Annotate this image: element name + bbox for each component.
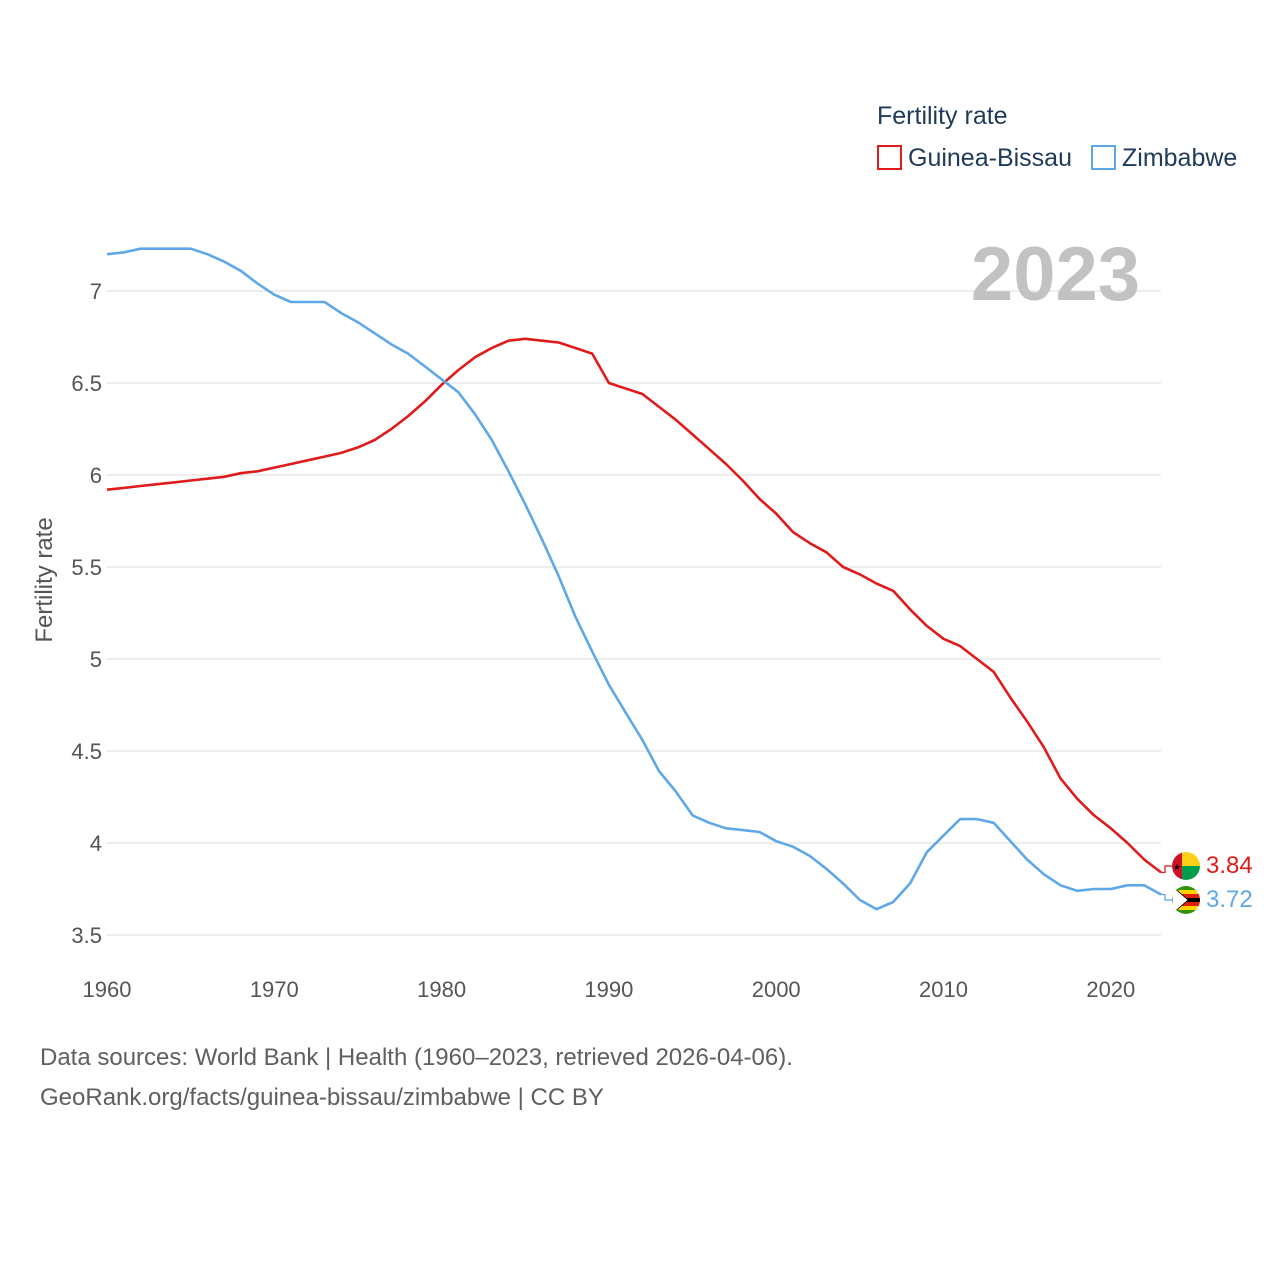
legend-title: Fertility rate xyxy=(877,102,1008,130)
y-tick-label: 4 xyxy=(90,831,102,856)
legend: Fertility rate Guinea-Bissau Zimbabwe xyxy=(877,102,1237,172)
legend-label-zimbabwe[interactable]: Zimbabwe xyxy=(1122,144,1237,172)
x-tick-label: 2010 xyxy=(919,977,968,1002)
x-tick-label: 1970 xyxy=(250,977,299,1002)
series-line-zimbabwe[interactable] xyxy=(106,247,1162,911)
y-tick-label: 5 xyxy=(90,647,102,672)
end-connector xyxy=(1161,893,1172,901)
y-axis-label: Fertility rate xyxy=(31,517,58,642)
series-line-guinea-bissau[interactable] xyxy=(106,337,1162,874)
fertility-line-chart: 3.5 4 4.5 5 5.5 6 6.5 7 1960 1970 1980 1990 2000 201… xyxy=(31,102,1253,1002)
x-tick-label: 2000 xyxy=(752,977,801,1002)
svg-text:★: ★ xyxy=(1173,862,1181,872)
year-label: 2023 xyxy=(971,232,1140,317)
end-value-zimbabwe: 3.72 xyxy=(1206,886,1253,913)
footer-source: Data sources: World Bank | Health (1960–… xyxy=(40,1044,793,1071)
legend-swatch-guinea-bissau[interactable] xyxy=(877,145,902,170)
y-tick-label: 4.5 xyxy=(71,739,102,764)
y-tick-label: 6 xyxy=(90,463,102,488)
x-tick-label: 1980 xyxy=(417,977,466,1002)
end-value-guinea-bissau: 3.84 xyxy=(1206,852,1253,879)
y-tick-label: 7 xyxy=(90,279,102,304)
footer-attribution[interactable]: GeoRank.org/facts/guinea-bissau/zimbabwe… xyxy=(40,1084,604,1111)
x-tick-label: 2020 xyxy=(1086,977,1135,1002)
end-connector xyxy=(1161,865,1172,874)
guinea-bissau-flag-icon: ★ xyxy=(1172,852,1200,880)
zimbabwe-flag-icon xyxy=(1172,886,1200,914)
y-tick-label: 6.5 xyxy=(71,371,102,396)
x-tick-label: 1960 xyxy=(83,977,132,1002)
legend-swatch-zimbabwe[interactable] xyxy=(1091,145,1116,170)
y-tick-label: 3.5 xyxy=(71,923,102,948)
x-tick-label: 1990 xyxy=(584,977,633,1002)
y-tick-label: 5.5 xyxy=(71,555,102,580)
legend-label-guinea-bissau[interactable]: Guinea-Bissau xyxy=(908,144,1072,172)
